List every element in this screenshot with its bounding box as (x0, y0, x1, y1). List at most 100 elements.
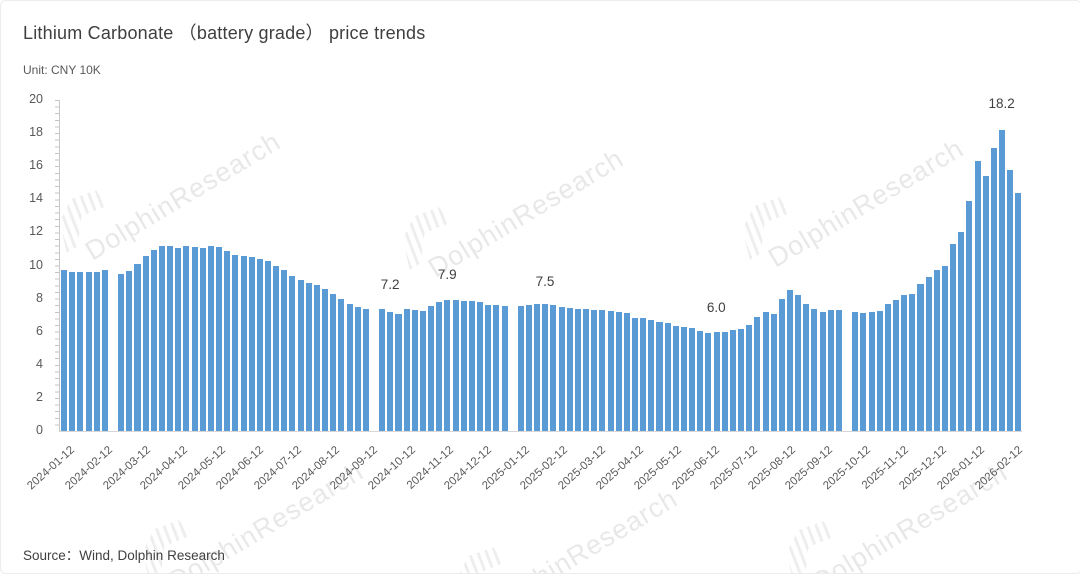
bar-slot (264, 100, 272, 431)
price-bar (150, 249, 157, 431)
price-bar (167, 246, 174, 431)
bar-slot (827, 100, 835, 431)
source-note: Source：Wind, Dolphin Research (23, 548, 225, 563)
bar-slot (819, 100, 827, 431)
price-bar (224, 250, 231, 431)
bar-slot (541, 100, 549, 431)
price-bar (982, 176, 989, 431)
price-bar (925, 277, 932, 431)
price-bar (729, 330, 736, 431)
price-bar (273, 266, 280, 431)
bar-slot (786, 100, 794, 431)
price-bar (746, 325, 753, 431)
bar-slot (566, 100, 574, 431)
bar-slot (101, 100, 109, 431)
bar-slot (704, 100, 712, 431)
bar-slot (925, 100, 933, 431)
y-axis-tick-label: 2 (36, 389, 43, 404)
bar-slot (484, 100, 492, 431)
bar-slot (452, 100, 460, 431)
bar-slot (313, 100, 321, 431)
bar-slot (737, 100, 745, 431)
y-axis-tick-label: 20 (29, 92, 43, 106)
price-bar (917, 283, 924, 431)
bar-slot (745, 100, 753, 431)
y-axis-minor-ticks (55, 100, 59, 431)
y-axis-tick-label: 8 (36, 290, 43, 305)
bar-slot (941, 100, 949, 431)
price-bar (689, 328, 696, 431)
price-bar (199, 248, 206, 431)
bar-slot (150, 100, 158, 431)
bar-slot (753, 100, 761, 431)
bar-slot (117, 100, 125, 431)
price-bar (387, 311, 394, 431)
bar-slot (582, 100, 590, 431)
bar-slot (549, 100, 557, 431)
bar-slot (949, 100, 957, 431)
price-bar (738, 329, 745, 431)
bar-slot (655, 100, 663, 431)
bar-slot (435, 100, 443, 431)
data-label: 6.0 (706, 300, 726, 316)
bar-slot (443, 100, 451, 431)
bar-slot (810, 100, 818, 431)
bar-slot (867, 100, 875, 431)
price-bar (1015, 192, 1022, 431)
price-bar (656, 321, 663, 431)
bar-slot (93, 100, 101, 431)
bar-slot (517, 100, 525, 431)
bar-slot (378, 100, 386, 431)
bar-slot (239, 100, 247, 431)
bar-slot (721, 100, 729, 431)
bar-slot (362, 100, 370, 431)
bar-slot (476, 100, 484, 431)
price-bar (517, 306, 524, 431)
bar-slot (908, 100, 916, 431)
price-bar (485, 305, 492, 431)
bar-slot (680, 100, 688, 431)
bar-slot (688, 100, 696, 431)
y-axis-tick-label: 12 (29, 224, 43, 239)
price-bar (428, 306, 435, 431)
bar-slot (851, 100, 859, 431)
bar-slot (215, 100, 223, 431)
price-bar (648, 320, 655, 431)
price-bar (770, 313, 777, 431)
bar-slot (386, 100, 394, 431)
bar-slot (354, 100, 362, 431)
bar-slot (345, 100, 353, 431)
price-bar (1007, 169, 1014, 431)
price-bar (126, 271, 133, 431)
price-bar (346, 303, 353, 431)
price-bar (958, 232, 965, 431)
bar-slot (1014, 100, 1022, 431)
price-bar (680, 326, 687, 431)
price-bar (664, 323, 671, 431)
y-axis-tick-label: 14 (29, 191, 43, 206)
bar-slot (957, 100, 965, 431)
bar-slot (623, 100, 631, 431)
bar-slot (84, 100, 92, 431)
price-bar (632, 317, 639, 431)
price-bar (158, 245, 165, 431)
bar-slot (460, 100, 468, 431)
price-bar (599, 310, 606, 431)
bar-slot (835, 100, 843, 431)
data-label: 7.5 (535, 273, 555, 289)
price-bar (256, 258, 263, 431)
price-bar (966, 200, 973, 431)
bar-slot (574, 100, 582, 431)
bar-slot (142, 100, 150, 431)
bar-slot (394, 100, 402, 431)
price-bar (362, 309, 369, 431)
price-bar (795, 295, 802, 431)
price-bar (990, 148, 997, 431)
bar-slot (182, 100, 190, 431)
bar-slot (256, 100, 264, 431)
price-bar (933, 270, 940, 431)
bar-slot (916, 100, 924, 431)
bar-slot (647, 100, 655, 431)
price-bar (444, 300, 451, 431)
price-bar (313, 284, 320, 431)
